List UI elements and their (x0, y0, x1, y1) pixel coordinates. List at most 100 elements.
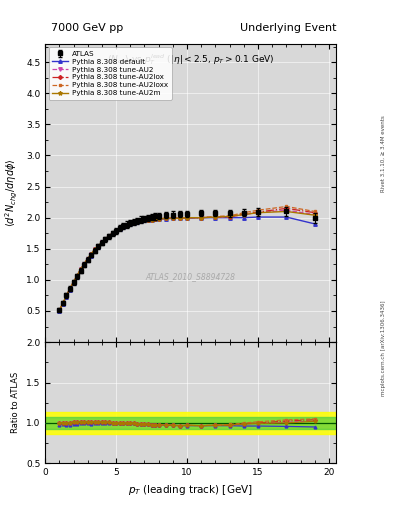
Pythia 8.308 default (107, 233, 111, 240)
Pythia 8.308 tune-AU2 (107, 232, 111, 239)
Pythia 8.308 tune-AU2 (255, 209, 260, 216)
Line: Pythia 8.308 tune-AU2loxx: Pythia 8.308 tune-AU2loxx (58, 205, 316, 312)
Pythia 8.308 tune-AU2m (171, 215, 175, 221)
Pythia 8.308 tune-AU2 (118, 226, 122, 232)
Pythia 8.308 tune-AU2 (68, 286, 72, 292)
Pythia 8.308 tune-AU2loxx (61, 300, 65, 306)
Pythia 8.308 tune-AU2loxx (149, 217, 154, 223)
Pythia 8.308 tune-AU2loxx (284, 203, 289, 209)
Text: Rivet 3.1.10, ≥ 3.4M events: Rivet 3.1.10, ≥ 3.4M events (381, 115, 386, 192)
Pythia 8.308 tune-AU2m (312, 212, 317, 218)
Y-axis label: $\langle d^2 N_{chg}/d\eta d\phi \rangle$: $\langle d^2 N_{chg}/d\eta d\phi \rangle… (4, 159, 20, 227)
Pythia 8.308 tune-AU2 (213, 214, 218, 220)
Pythia 8.308 tune-AU2loxx (156, 216, 161, 222)
Pythia 8.308 default (227, 215, 232, 221)
Pythia 8.308 tune-AU2m (57, 307, 62, 313)
Pythia 8.308 tune-AU2loxx (139, 218, 143, 224)
Pythia 8.308 default (156, 216, 161, 222)
Pythia 8.308 tune-AU2loxx (153, 216, 158, 222)
Pythia 8.308 tune-AU2m (75, 272, 79, 279)
Pythia 8.308 tune-AU2lox (64, 292, 69, 298)
Pythia 8.308 tune-AU2 (149, 217, 154, 223)
Pythia 8.308 tune-AU2m (178, 215, 182, 221)
Pythia 8.308 tune-AU2m (255, 209, 260, 216)
Pythia 8.308 tune-AU2loxx (85, 255, 90, 262)
Pythia 8.308 tune-AU2lox (75, 272, 79, 279)
Pythia 8.308 tune-AU2m (78, 266, 83, 272)
Pythia 8.308 tune-AU2m (199, 215, 204, 221)
Pythia 8.308 default (71, 280, 76, 286)
Pythia 8.308 tune-AU2 (153, 216, 158, 222)
Pythia 8.308 default (61, 301, 65, 307)
Pythia 8.308 default (75, 274, 79, 280)
Y-axis label: Ratio to ATLAS: Ratio to ATLAS (11, 372, 20, 433)
Pythia 8.308 tune-AU2loxx (78, 266, 83, 272)
Pythia 8.308 tune-AU2 (185, 215, 189, 221)
Pythia 8.308 tune-AU2 (85, 255, 90, 262)
Pythia 8.308 tune-AU2lox (135, 219, 140, 225)
Pythia 8.308 tune-AU2m (99, 239, 104, 245)
Pythia 8.308 tune-AU2loxx (146, 217, 151, 223)
Pythia 8.308 tune-AU2loxx (75, 272, 79, 279)
Pythia 8.308 tune-AU2 (121, 224, 126, 230)
Pythia 8.308 tune-AU2m (121, 224, 126, 230)
Text: ATLAS_2010_S8894728: ATLAS_2010_S8894728 (145, 272, 236, 281)
Pythia 8.308 tune-AU2lox (284, 205, 289, 211)
Pythia 8.308 default (163, 216, 168, 222)
Pythia 8.308 tune-AU2m (92, 246, 97, 252)
Pythia 8.308 tune-AU2lox (118, 226, 122, 232)
Pythia 8.308 tune-AU2m (85, 255, 90, 262)
Pythia 8.308 default (146, 217, 151, 223)
Pythia 8.308 tune-AU2m (213, 214, 218, 220)
Pythia 8.308 tune-AU2 (139, 218, 143, 224)
Pythia 8.308 tune-AU2lox (89, 251, 94, 257)
Pythia 8.308 tune-AU2 (171, 215, 175, 221)
Pythia 8.308 tune-AU2m (284, 208, 289, 215)
Pythia 8.308 tune-AU2 (61, 300, 65, 306)
Pythia 8.308 tune-AU2loxx (110, 230, 115, 237)
Pythia 8.308 tune-AU2m (114, 228, 118, 234)
Pythia 8.308 tune-AU2 (82, 261, 86, 267)
Pythia 8.308 tune-AU2m (103, 236, 108, 242)
Pythia 8.308 tune-AU2 (178, 215, 182, 221)
Pythia 8.308 tune-AU2loxx (255, 207, 260, 214)
Pythia 8.308 tune-AU2loxx (99, 239, 104, 245)
Pythia 8.308 tune-AU2loxx (89, 251, 94, 257)
Pythia 8.308 tune-AU2lox (163, 215, 168, 221)
Pythia 8.308 tune-AU2lox (312, 209, 317, 216)
Pythia 8.308 tune-AU2loxx (92, 246, 97, 252)
Text: mcplots.cern.ch [arXiv:1306.3436]: mcplots.cern.ch [arXiv:1306.3436] (381, 301, 386, 396)
Pythia 8.308 tune-AU2loxx (135, 219, 140, 225)
Pythia 8.308 tune-AU2loxx (312, 208, 317, 215)
Pythia 8.308 tune-AU2m (96, 243, 101, 249)
Pythia 8.308 tune-AU2lox (185, 215, 189, 221)
Pythia 8.308 tune-AU2loxx (171, 215, 175, 221)
Pythia 8.308 tune-AU2 (89, 251, 94, 257)
Pythia 8.308 tune-AU2lox (213, 214, 218, 220)
Pythia 8.308 tune-AU2m (163, 215, 168, 221)
Pythia 8.308 tune-AU2lox (110, 230, 115, 237)
Pythia 8.308 default (255, 214, 260, 220)
Line: Pythia 8.308 tune-AU2: Pythia 8.308 tune-AU2 (58, 208, 316, 312)
Pythia 8.308 tune-AU2loxx (199, 215, 204, 221)
Pythia 8.308 tune-AU2 (78, 266, 83, 272)
Pythia 8.308 tune-AU2 (163, 215, 168, 221)
Pythia 8.308 tune-AU2 (99, 239, 104, 245)
Pythia 8.308 default (125, 222, 129, 228)
Pythia 8.308 tune-AU2loxx (103, 236, 108, 242)
Pythia 8.308 tune-AU2loxx (57, 307, 62, 313)
Pythia 8.308 tune-AU2lox (125, 222, 129, 228)
Pythia 8.308 tune-AU2loxx (142, 217, 147, 223)
Pythia 8.308 default (142, 217, 147, 223)
Pythia 8.308 tune-AU2lox (78, 266, 83, 272)
Pythia 8.308 tune-AU2m (146, 217, 151, 223)
Pythia 8.308 tune-AU2lox (61, 300, 65, 306)
Pythia 8.308 tune-AU2 (114, 228, 118, 234)
Pythia 8.308 tune-AU2 (312, 211, 317, 218)
Pythia 8.308 tune-AU2 (284, 207, 289, 214)
Pythia 8.308 default (139, 218, 143, 224)
Pythia 8.308 default (153, 216, 158, 222)
Pythia 8.308 default (92, 248, 97, 254)
Pythia 8.308 tune-AU2loxx (125, 222, 129, 228)
Pythia 8.308 tune-AU2lox (142, 217, 147, 223)
